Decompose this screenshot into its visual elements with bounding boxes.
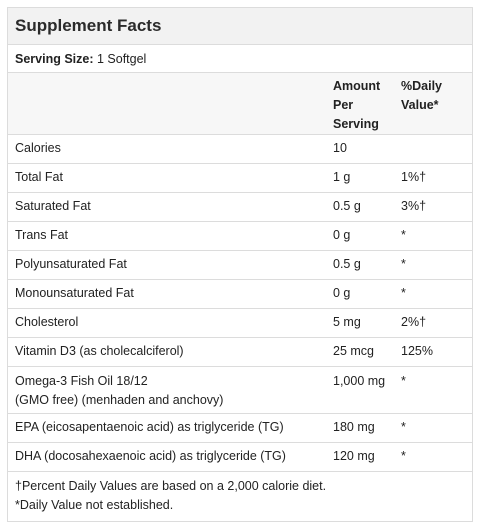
nutrient-amount: 1,000 mg — [325, 366, 392, 414]
nutrient-daily-value: * — [392, 413, 472, 443]
nutrient-name: Monounsaturated Fat — [8, 279, 325, 309]
nutrient-amount: 0.5 g — [325, 192, 392, 222]
nutrient-amount: 0.5 g — [325, 250, 392, 280]
header-dv-line: Value* — [401, 98, 439, 112]
header-dv-line: %Daily — [401, 79, 442, 93]
table-row: Cholesterol 5 mg 2%† — [8, 308, 472, 338]
serving-size-value: 1 Softgel — [96, 51, 147, 66]
nutrient-amount: 180 mg — [325, 413, 392, 443]
header-amount-line: Serving — [333, 117, 379, 131]
panel-title: Supplement Facts — [8, 8, 472, 45]
table-row: Monounsaturated Fat 0 g * — [8, 279, 472, 309]
header-amount-line: Per — [333, 98, 354, 112]
nutrient-name: Trans Fat — [8, 221, 325, 251]
header-nutrient — [8, 73, 325, 135]
nutrient-daily-value: 1%† — [392, 163, 472, 193]
nutrient-daily-value: 3%† — [392, 192, 472, 222]
table-header-row: Amount Per Serving %Daily Value* — [8, 73, 472, 135]
nutrient-daily-value: * — [392, 279, 472, 309]
nutrient-name-line: (GMO free) (menhaden and anchovy) — [15, 393, 224, 407]
nutrient-name: Saturated Fat — [8, 192, 325, 222]
nutrient-amount: 120 mg — [325, 442, 392, 472]
table-row: DHA (docosahexaenoic acid) as triglyceri… — [8, 442, 472, 472]
header-daily-value: %Daily Value* — [392, 73, 472, 135]
nutrient-amount: 10 — [325, 134, 392, 164]
serving-size-label: Serving Size: — [15, 51, 94, 66]
header-amount-line: Amount — [333, 79, 381, 93]
nutrient-name: Calories — [8, 134, 325, 164]
nutrient-name: DHA (docosahexaenoic acid) as triglyceri… — [8, 442, 325, 472]
nutrient-amount: 25 mcg — [325, 337, 392, 367]
nutrient-daily-value: * — [392, 250, 472, 280]
serving-size: Serving Size: 1 Softgel — [8, 45, 472, 73]
nutrient-daily-value: * — [392, 442, 472, 472]
table-row: Saturated Fat 0.5 g 3%† — [8, 192, 472, 222]
table-row: Total Fat 1 g 1%† — [8, 163, 472, 193]
header-amount-per-serving: Amount Per Serving — [325, 73, 392, 135]
nutrient-name: EPA (eicosapentaenoic acid) as triglycer… — [8, 413, 325, 443]
nutrient-name: Polyunsaturated Fat — [8, 250, 325, 280]
footnote-percent-dv: †Percent Daily Values are based on a 2,0… — [15, 479, 327, 493]
nutrient-daily-value: * — [392, 366, 472, 414]
footnotes: †Percent Daily Values are based on a 2,0… — [8, 472, 472, 521]
nutrient-name: Total Fat — [8, 163, 325, 193]
nutrient-daily-value — [392, 134, 472, 164]
table-row: Vitamin D3 (as cholecalciferol) 25 mcg 1… — [8, 337, 472, 367]
nutrient-name: Cholesterol — [8, 308, 325, 338]
table-row: Omega-3 Fish Oil 18/12 (GMO free) (menha… — [8, 366, 472, 414]
table-row: Calories 10 — [8, 134, 472, 164]
nutrient-amount: 0 g — [325, 279, 392, 309]
nutrient-name: Omega-3 Fish Oil 18/12 (GMO free) (menha… — [8, 366, 325, 414]
supplement-facts-panel: Supplement Facts Serving Size: 1 Softgel… — [7, 7, 473, 522]
nutrient-amount: 5 mg — [325, 308, 392, 338]
facts-table: Amount Per Serving %Daily Value* Calorie… — [8, 73, 472, 472]
nutrient-name-line: Omega-3 Fish Oil 18/12 — [15, 374, 148, 388]
nutrient-amount: 1 g — [325, 163, 392, 193]
nutrient-amount: 0 g — [325, 221, 392, 251]
table-row: EPA (eicosapentaenoic acid) as triglycer… — [8, 413, 472, 443]
footnote-dv-not-established: *Daily Value not established. — [15, 498, 174, 512]
table-row: Trans Fat 0 g * — [8, 221, 472, 251]
nutrient-daily-value: * — [392, 221, 472, 251]
nutrient-name: Vitamin D3 (as cholecalciferol) — [8, 337, 325, 367]
nutrient-daily-value: 2%† — [392, 308, 472, 338]
table-row: Polyunsaturated Fat 0.5 g * — [8, 250, 472, 280]
nutrient-daily-value: 125% — [392, 337, 472, 367]
